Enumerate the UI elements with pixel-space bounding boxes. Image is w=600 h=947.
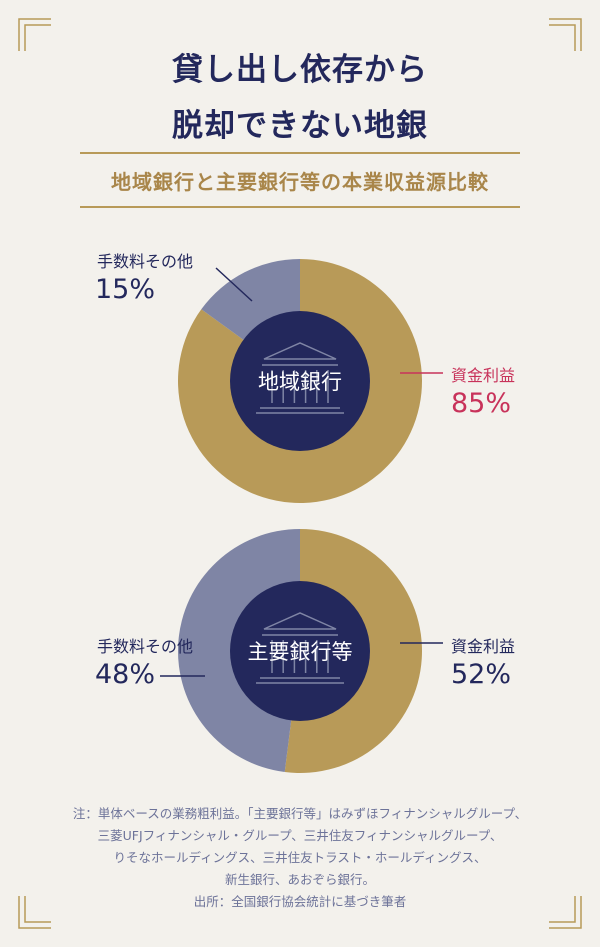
footnote-line: 新生銀行、あおぞら銀行。: [224, 872, 375, 887]
chart2-fee-label: 手数料その他: [97, 637, 194, 656]
footnote: 注：単体ベースの業務粗利益。「主要銀行等」はみずほフィナンシャルグループ、 三菱…: [0, 803, 600, 913]
corner-ornament-top-right: [549, 18, 582, 51]
chart1-center-label: 地域銀行: [258, 370, 342, 394]
chart2-center-label: 主要銀行等: [248, 640, 353, 664]
chart1-interest-value: 85%: [451, 388, 512, 419]
chart1-fee-value: 15%: [95, 274, 156, 305]
footnote-source: 出所：全国銀行協会統計に基づき筆者: [193, 894, 407, 909]
chart1-bank-roof: [263, 342, 337, 360]
footnote-line: りそなホールディングス、三井住友トラスト・ホールディングス、: [113, 850, 487, 865]
subtitle-bar: 地域銀行と主要銀行等の本業収益源比較: [80, 152, 520, 208]
chart1-leader-line: [215, 267, 253, 302]
chart2-center-circle: [230, 581, 370, 721]
page-title-line2: 脱却できない地銀: [172, 108, 428, 144]
footnote-line: 注：単体ベースの業務粗利益。「主要銀行等」はみずほフィナンシャルグループ、: [72, 806, 528, 821]
chart1-interest-label: 資金利益: [451, 366, 516, 385]
corner-ornament-top-left: [18, 18, 51, 51]
chart2-bank-roof: [263, 612, 337, 630]
chart2-interest-label: 資金利益: [451, 637, 516, 656]
chart-subtitle: 地域銀行と主要銀行等の本業収益源比較: [111, 169, 489, 194]
chart2-fee-value: 48%: [95, 659, 156, 690]
chart1-fee-label: 手数料その他: [97, 252, 194, 271]
page-title-line1: 貸し出し依存から: [172, 52, 428, 88]
chart2-interest-value: 52%: [451, 659, 512, 690]
chart1-center-circle: [230, 311, 370, 451]
corner-ornament-bottom-left: [18, 896, 51, 929]
footnote-line: 三菱UFJフィナンシャル・グループ、三井住友フィナンシャルグループ、: [97, 828, 503, 843]
corner-ornament-bottom-right: [549, 896, 582, 929]
